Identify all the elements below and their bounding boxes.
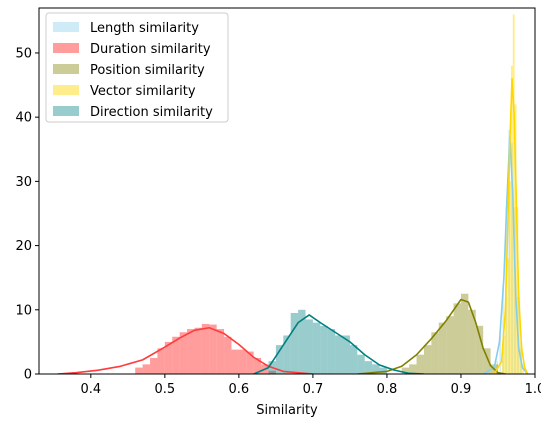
bar-vector-similarity-3 — [507, 258, 510, 374]
bar-direction-similarity-3 — [290, 313, 299, 374]
legend-label-direction-similarity: Direction similarity — [90, 105, 213, 120]
y-tick-label-3: 30 — [15, 175, 32, 190]
x-tick-label-6: 1.0 — [525, 382, 541, 397]
bar-direction-similarity-14 — [372, 364, 380, 374]
histogram-bars-layer — [135, 14, 524, 374]
y-tick-label-4: 40 — [15, 111, 32, 126]
x-tick-label-5: 0.9 — [451, 382, 472, 397]
bar-duration-similarity-13 — [231, 349, 239, 374]
x-axis: 0.4 0.5 0.6 0.7 0.8 0.9 1.0 — [80, 374, 541, 397]
bar-position-similarity-6 — [446, 316, 454, 374]
legend: Length similarity Duration similarity Posi… — [45, 12, 229, 123]
axes-frame — [38, 7, 536, 375]
bar-length-similarity-5 — [511, 142, 513, 374]
bar-vector-similarity-9 — [518, 296, 521, 374]
bar-vector-similarity-5 — [510, 65, 513, 374]
bar-vector-similarity-7 — [514, 104, 517, 374]
bar-length-similarity-1 — [499, 335, 501, 374]
bar-duration-similarity-8 — [194, 327, 202, 374]
series-direction-similarity — [268, 309, 387, 374]
x-tick-label-3: 0.7 — [303, 382, 324, 397]
x-tick-label-4: 0.8 — [377, 382, 398, 397]
bar-vector-similarity-6 — [512, 14, 515, 374]
bar-duration-similarity-2 — [150, 357, 158, 374]
bar-direction-similarity-9 — [335, 335, 343, 374]
kde-line-direction-similarity — [253, 314, 424, 374]
bar-direction-similarity-2 — [283, 335, 291, 374]
bar-direction-similarity-13 — [364, 361, 373, 374]
x-tick-label-1: 0.5 — [155, 382, 176, 397]
bar-position-similarity-9 — [468, 309, 476, 374]
bar-length-similarity-2 — [502, 284, 504, 374]
bar-duration-similarity-14 — [238, 349, 247, 374]
bar-direction-similarity-1 — [275, 345, 284, 374]
bar-duration-similarity-18 — [268, 370, 276, 374]
bar-position-similarity-10 — [475, 325, 484, 374]
legend-label-duration-similarity: Duration similarity — [90, 42, 211, 57]
bar-position-similarity-2 — [416, 354, 424, 374]
bar-duration-similarity-16 — [253, 357, 262, 374]
bar-duration-similarity-9 — [201, 323, 210, 374]
bar-duration-similarity-10 — [209, 324, 217, 374]
bar-vector-similarity-4 — [509, 181, 511, 374]
legend-swatch-length-similarity — [53, 22, 79, 32]
legend-swatch-vector-similarity — [53, 85, 79, 95]
bar-duration-similarity-7 — [187, 329, 195, 374]
bar-duration-similarity-1 — [142, 364, 151, 374]
legend-label-vector-similarity: Vector similarity — [90, 84, 196, 99]
bar-duration-similarity-11 — [216, 329, 225, 374]
bar-position-similarity-5 — [438, 322, 447, 374]
bar-direction-similarity-5 — [305, 319, 313, 374]
y-tick-label-0: 0 — [24, 368, 32, 383]
bar-vector-similarity-8 — [516, 207, 519, 374]
bar-direction-similarity-7 — [320, 325, 328, 374]
bar-duration-similarity-3 — [157, 348, 165, 374]
x-tick-label-0: 0.4 — [80, 382, 101, 397]
bar-vector-similarity-0 — [501, 361, 504, 374]
bar-vector-similarity-2 — [505, 296, 508, 374]
kde-line-duration-similarity — [57, 326, 313, 374]
bar-direction-similarity-11 — [349, 345, 358, 374]
bar-direction-similarity-8 — [327, 329, 336, 374]
x-tick-label-2: 0.6 — [229, 382, 250, 397]
legend-swatch-position-similarity — [53, 64, 79, 74]
y-tick-label-1: 10 — [15, 303, 32, 318]
y-tick-label-2: 20 — [15, 239, 32, 254]
bar-position-similarity-11 — [483, 348, 491, 374]
y-axis: 0 10 20 30 40 50 — [15, 46, 39, 383]
bar-position-similarity-0 — [401, 367, 410, 374]
legend-swatch-direction-similarity — [53, 106, 79, 116]
bar-position-similarity-8 — [460, 293, 469, 374]
series-position-similarity — [401, 293, 498, 374]
y-tick-label-5: 50 — [15, 46, 32, 61]
legend-box — [45, 12, 229, 123]
bar-direction-similarity-4 — [298, 309, 306, 374]
kde-line-vector-similarity — [493, 77, 529, 374]
legend-label-length-similarity: Length similarity — [90, 21, 199, 36]
bar-direction-similarity-6 — [312, 322, 321, 374]
bar-vector-similarity-1 — [503, 335, 506, 374]
bar-duration-similarity-6 — [179, 332, 188, 374]
bar-direction-similarity-10 — [342, 335, 350, 374]
kde-curves-layer — [57, 77, 529, 374]
bar-length-similarity-4 — [508, 130, 510, 374]
bar-position-similarity-1 — [409, 364, 417, 374]
bar-duration-similarity-15 — [246, 351, 254, 374]
bar-duration-similarity-12 — [224, 336, 232, 374]
bar-direction-similarity-12 — [357, 354, 365, 374]
series-duration-similarity — [135, 323, 276, 374]
bar-position-similarity-4 — [431, 332, 439, 374]
bar-position-similarity-7 — [453, 303, 461, 374]
legend-label-position-similarity: Position similarity — [90, 63, 205, 78]
bar-position-similarity-3 — [423, 345, 432, 374]
bar-direction-similarity-15 — [379, 367, 387, 374]
legend-swatch-duration-similarity — [53, 43, 79, 53]
bar-duration-similarity-0 — [135, 367, 143, 374]
kde-line-position-similarity — [357, 298, 506, 374]
bar-duration-similarity-5 — [172, 336, 180, 374]
x-axis-label: Similarity — [256, 403, 318, 418]
bar-duration-similarity-4 — [164, 341, 173, 374]
